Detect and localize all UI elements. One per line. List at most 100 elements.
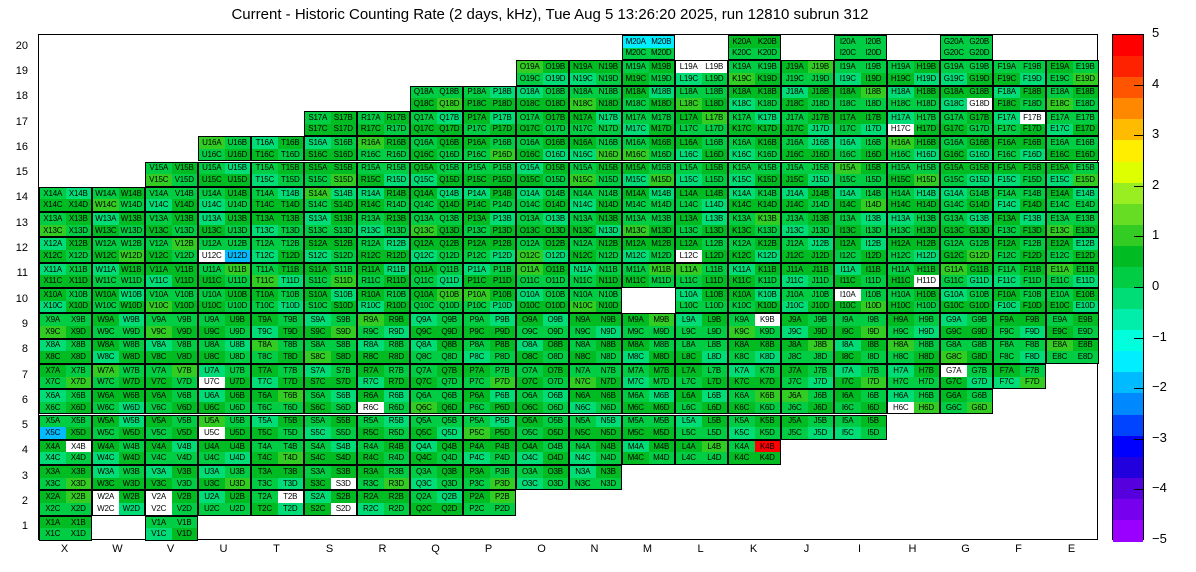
module-L9[interactable]: L9A L9B L9C L9D [675,313,728,339]
quadrant-Q2A[interactable]: Q2A [411,491,437,504]
module-M4[interactable]: M4A M4B M4C M4D [622,439,675,466]
module-P17[interactable]: P17A P17B P17C P17D [463,110,516,137]
quadrant-W3D[interactable]: W3D [118,477,144,490]
module-V10[interactable]: V10A V10B V10C V10D [145,288,198,314]
quadrant-I19D[interactable]: I19D [860,72,886,85]
quadrant-P16A[interactable]: P16A [464,137,490,149]
quadrant-W8D[interactable]: W8D [118,351,144,363]
quadrant-H13A[interactable]: H13A [888,213,914,225]
module-R2[interactable]: R2A R2B R2C R2D [357,490,410,516]
quadrant-I6B[interactable]: I6B [860,390,886,402]
quadrant-G11D[interactable]: G11D [966,275,992,287]
quadrant-U16C[interactable]: U16C [199,148,225,161]
module-K12[interactable]: K12A K12B K12C K12D [728,237,781,263]
quadrant-M15D[interactable]: M15D [648,174,674,186]
quadrant-M4D[interactable]: M4D [648,452,674,465]
quadrant-S8A[interactable]: S8A [305,339,331,352]
quadrant-W10C[interactable]: W10C [93,300,119,313]
quadrant-U2D[interactable]: U2D [224,503,250,515]
quadrant-E12A[interactable]: E12A [1047,238,1073,251]
quadrant-R5C[interactable]: R5C [358,427,384,439]
quadrant-O11D[interactable]: O11D [542,275,568,287]
quadrant-T6C[interactable]: T6C [252,401,278,414]
module-L8[interactable]: L8A L8B L8C L8D [675,338,728,364]
quadrant-M5C[interactable]: M5C [623,427,649,439]
quadrant-O16A[interactable]: O16A [517,137,543,149]
module-H14[interactable]: H14A H14B H14C H14D [887,186,940,213]
quadrant-O8A[interactable]: O8A [517,339,543,352]
module-O13[interactable]: O13A O13B O13C O13D [516,212,569,238]
module-Q18[interactable]: Q18A Q18B Q18C Q18D [410,85,463,111]
quadrant-X9C[interactable]: X9C [40,325,66,338]
quadrant-F12A[interactable]: F12A [994,238,1020,251]
quadrant-R4D[interactable]: R4D [383,452,409,465]
quadrant-S14A[interactable]: S14A [305,187,331,200]
quadrant-T10D[interactable]: T10D [277,300,303,313]
quadrant-W7C[interactable]: W7C [93,376,119,389]
quadrant-O7C[interactable]: O7C [517,376,543,389]
module-I5[interactable]: I5A I5B I5C I5D [834,414,887,440]
module-I16[interactable]: I16A I16B I16C I16D [834,136,887,162]
quadrant-Q13D[interactable]: Q13D [436,224,462,237]
quadrant-F18C[interactable]: F18C [994,98,1020,110]
quadrant-W3C[interactable]: W3C [93,477,119,490]
quadrant-G13B[interactable]: G13B [966,213,992,225]
quadrant-F10A[interactable]: F10A [994,289,1020,301]
module-T15[interactable]: T15A T15B T15C T15D [251,161,304,187]
quadrant-W8B[interactable]: W8B [118,339,144,352]
quadrant-R12C[interactable]: R12C [358,250,384,262]
quadrant-Q15D[interactable]: Q15D [436,174,462,186]
module-E10[interactable]: E10A E10B E10C E10D [1046,288,1099,314]
quadrant-E15A[interactable]: E15A [1047,162,1073,175]
quadrant-K7B[interactable]: K7B [754,364,780,377]
quadrant-S7C[interactable]: S7C [305,376,331,389]
quadrant-Q6C[interactable]: Q6C [411,401,437,414]
quadrant-O9C[interactable]: O9C [517,325,543,338]
module-V1[interactable]: V1A V1B V1C V1D [145,515,198,541]
quadrant-O10D[interactable]: O10D [542,300,568,313]
quadrant-O16C[interactable]: O16C [517,148,543,161]
quadrant-L12D[interactable]: L12D [701,250,727,262]
quadrant-M19B[interactable]: M19B [648,61,674,73]
quadrant-V6C[interactable]: V6C [146,401,172,414]
quadrant-O15B[interactable]: O15B [542,162,568,175]
quadrant-L8B[interactable]: L8B [701,339,727,352]
quadrant-M13B[interactable]: M13B [648,213,674,225]
quadrant-X12B[interactable]: X12B [65,238,91,251]
quadrant-E11A[interactable]: E11A [1047,263,1073,276]
quadrant-O9A[interactable]: O9A [517,314,543,326]
module-U12[interactable]: U12A U12B U12C U12D [198,237,251,263]
quadrant-N12A[interactable]: N12A [570,238,596,251]
quadrant-K12D[interactable]: K12D [754,250,780,262]
module-N3[interactable]: N3A N3B N3C N3D [569,465,622,491]
quadrant-W4B[interactable]: W4B [118,440,144,453]
quadrant-N14D[interactable]: N14D [595,199,621,212]
quadrant-H9D[interactable]: H9D [913,325,939,338]
quadrant-E18C[interactable]: E18C [1047,98,1073,110]
quadrant-H15D[interactable]: H15D [913,174,939,186]
quadrant-N9B[interactable]: N9B [595,314,621,326]
quadrant-X3C[interactable]: X3C [40,477,66,490]
module-I20[interactable]: I20A I20B I20C I20D [834,35,887,61]
module-O7[interactable]: O7A O7B O7C O7D [516,363,569,390]
quadrant-J10B[interactable]: J10B [807,289,833,301]
quadrant-J7D[interactable]: J7D [807,376,833,389]
module-X13[interactable]: X13A X13B X13C X13D [39,212,92,238]
module-O11[interactable]: O11A O11B O11C O11D [516,262,569,288]
quadrant-Q3A[interactable]: Q3A [411,466,437,478]
quadrant-M6C[interactable]: M6C [623,401,649,414]
quadrant-X5A[interactable]: X5A [40,415,66,428]
quadrant-O4A[interactable]: O4A [517,440,543,453]
quadrant-X8B[interactable]: X8B [65,339,91,352]
quadrant-W7B[interactable]: W7B [118,364,144,377]
quadrant-O13C[interactable]: O13C [517,224,543,237]
quadrant-R11B[interactable]: R11B [383,263,409,276]
quadrant-R11D[interactable]: R11D [383,275,409,287]
quadrant-J9D[interactable]: J9D [807,325,833,338]
quadrant-N4B[interactable]: N4B [595,440,621,453]
quadrant-V5C[interactable]: V5C [146,427,172,439]
quadrant-S2D[interactable]: S2D [330,503,356,515]
quadrant-X6C[interactable]: X6C [40,401,66,414]
quadrant-T7A[interactable]: T7A [252,364,278,377]
quadrant-V10B[interactable]: V10B [171,289,197,301]
